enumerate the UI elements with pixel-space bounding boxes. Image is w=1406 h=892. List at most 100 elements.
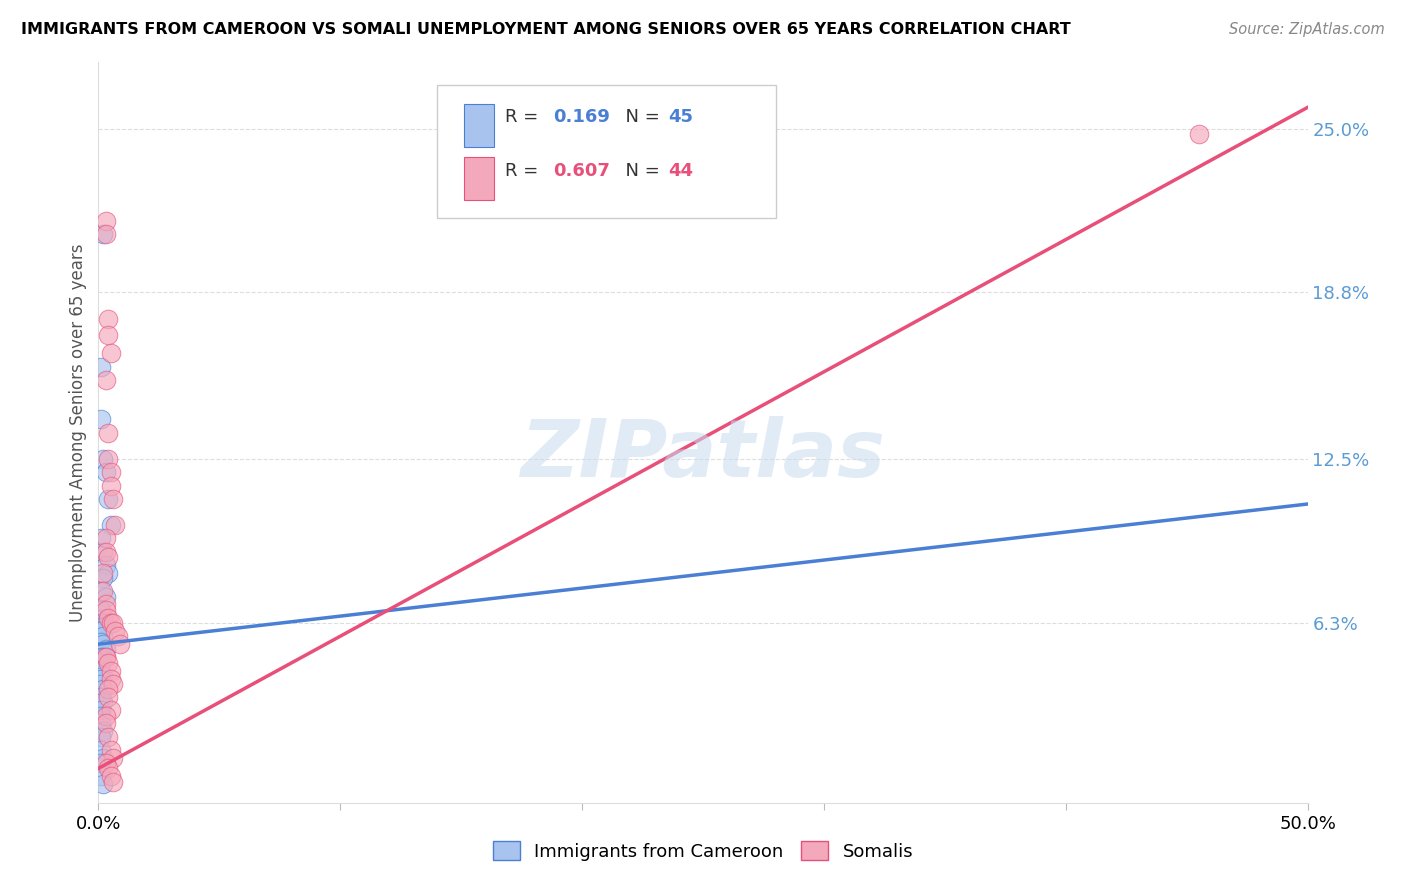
- Point: [97, 682, 120, 697]
- Text: 45: 45: [668, 108, 693, 127]
- Point: [90, 412, 112, 426]
- Y-axis label: Unemployment Among Seniors over 65 years: Unemployment Among Seniors over 65 years: [69, 244, 87, 622]
- Point: [107, 629, 129, 643]
- Point: [94, 227, 117, 242]
- Point: [101, 491, 124, 506]
- Point: [100, 769, 122, 783]
- Point: [94, 465, 117, 479]
- Point: [94, 615, 117, 630]
- Point: [90, 634, 112, 648]
- Point: [91, 777, 114, 791]
- Point: [91, 751, 114, 765]
- FancyBboxPatch shape: [437, 85, 776, 218]
- Point: [100, 672, 122, 686]
- Point: [100, 703, 122, 717]
- Point: [91, 629, 114, 643]
- Point: [90, 624, 112, 638]
- Point: [94, 590, 117, 604]
- Point: [100, 478, 122, 492]
- Point: [97, 425, 120, 440]
- Point: [97, 491, 120, 506]
- Point: [91, 669, 114, 683]
- Point: [91, 227, 114, 242]
- Text: Source: ZipAtlas.com: Source: ZipAtlas.com: [1229, 22, 1385, 37]
- Point: [91, 650, 114, 665]
- Point: [101, 677, 124, 691]
- Point: [91, 682, 114, 697]
- Point: [97, 611, 120, 625]
- Point: [97, 566, 120, 580]
- Point: [97, 761, 120, 775]
- Point: [91, 618, 114, 632]
- Point: [91, 637, 114, 651]
- Text: R =: R =: [505, 108, 544, 127]
- Point: [91, 544, 114, 558]
- Text: 44: 44: [668, 161, 693, 179]
- Point: [100, 743, 122, 757]
- Text: ZIPatlas: ZIPatlas: [520, 416, 886, 494]
- Point: [91, 611, 114, 625]
- Point: [90, 672, 112, 686]
- Point: [91, 695, 114, 709]
- Point: [101, 751, 124, 765]
- Point: [90, 703, 112, 717]
- Text: 0.169: 0.169: [553, 108, 610, 127]
- Point: [101, 774, 124, 789]
- Point: [90, 615, 112, 630]
- Point: [94, 214, 117, 228]
- Legend: Immigrants from Cameroon, Somalis: Immigrants from Cameroon, Somalis: [485, 834, 921, 868]
- Point: [90, 677, 112, 691]
- Point: [94, 373, 117, 387]
- Point: [94, 642, 117, 657]
- Point: [90, 716, 112, 731]
- Point: [94, 558, 117, 572]
- Point: [1188, 127, 1211, 141]
- Point: [100, 518, 122, 533]
- Point: [101, 615, 124, 630]
- Point: [108, 637, 131, 651]
- Point: [94, 708, 117, 723]
- Point: [91, 452, 114, 467]
- Point: [91, 566, 114, 580]
- Point: [91, 584, 114, 599]
- Point: [90, 708, 112, 723]
- Text: N =: N =: [613, 108, 665, 127]
- Point: [90, 664, 112, 678]
- Point: [90, 730, 112, 744]
- Point: [97, 327, 120, 342]
- Point: [94, 650, 117, 665]
- Point: [94, 544, 117, 558]
- Point: [94, 532, 117, 546]
- Point: [91, 571, 114, 585]
- Point: [97, 730, 120, 744]
- Point: [104, 518, 127, 533]
- Point: [90, 359, 112, 374]
- Point: [90, 650, 112, 665]
- Point: [90, 603, 112, 617]
- Point: [94, 618, 117, 632]
- FancyBboxPatch shape: [464, 103, 494, 147]
- Point: [97, 690, 120, 704]
- Point: [90, 756, 112, 771]
- Text: IMMIGRANTS FROM CAMEROON VS SOMALI UNEMPLOYMENT AMONG SENIORS OVER 65 YEARS CORR: IMMIGRANTS FROM CAMEROON VS SOMALI UNEMP…: [21, 22, 1071, 37]
- Point: [90, 769, 112, 783]
- Point: [91, 724, 114, 739]
- Point: [94, 716, 117, 731]
- Point: [97, 549, 120, 564]
- Point: [90, 656, 112, 670]
- Point: [100, 465, 122, 479]
- Text: 0.607: 0.607: [553, 161, 610, 179]
- Point: [94, 756, 117, 771]
- FancyBboxPatch shape: [464, 157, 494, 200]
- Text: N =: N =: [613, 161, 665, 179]
- Point: [90, 743, 112, 757]
- Point: [90, 584, 112, 599]
- Point: [90, 690, 112, 704]
- Point: [94, 603, 117, 617]
- Point: [94, 650, 117, 665]
- Point: [97, 452, 120, 467]
- Point: [100, 346, 122, 360]
- Point: [104, 624, 127, 638]
- Point: [94, 598, 117, 612]
- Point: [97, 312, 120, 326]
